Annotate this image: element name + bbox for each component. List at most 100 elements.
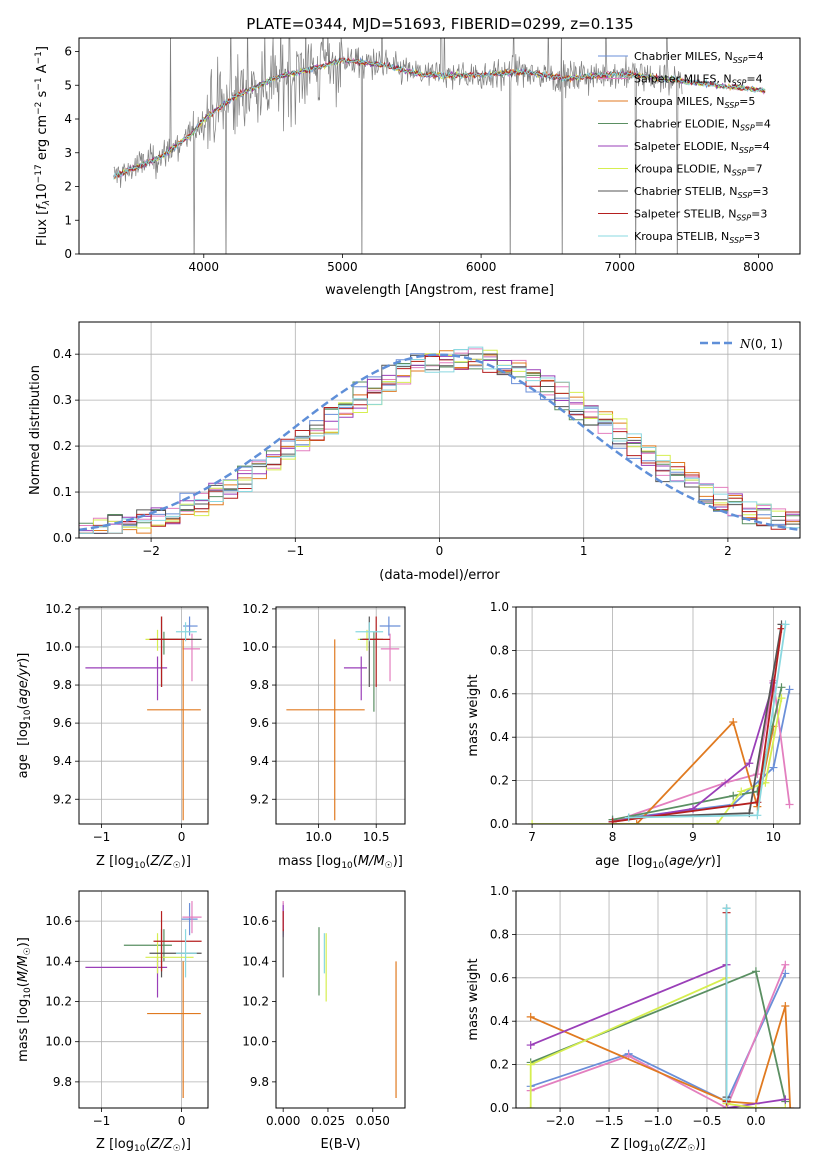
y-tick-label: 9.6 — [53, 716, 72, 730]
errorbar-point — [147, 961, 201, 1098]
weight-point-marker — [526, 1041, 535, 1050]
x-tick-label: −1.5 — [594, 1114, 623, 1128]
legend-label: Chabrier MILES, NSSP=4 — [634, 50, 764, 65]
y-tick-label: 9.8 — [250, 678, 269, 692]
weight-point-marker — [753, 770, 762, 779]
errorbar-point — [85, 957, 168, 998]
panel-spectrum: 4000 5000 6000 7000 8000 0 1 2 3 4 5 6 wavelength [A… — [34, 37, 801, 298]
y-tick-label: 10.2 — [45, 995, 72, 1009]
weight-series-line — [612, 682, 775, 823]
y-tick-label: 0.8 — [490, 643, 509, 657]
x-tick-label: 1 — [580, 544, 588, 558]
x-tick-label: −2.0 — [545, 1114, 574, 1128]
x-tick-label: 2 — [724, 544, 732, 558]
axes-frame — [275, 890, 406, 1109]
axes-frame — [78, 890, 209, 1109]
weight-series-line — [612, 689, 791, 821]
x-tick-label: 10.5 — [363, 830, 390, 844]
y-tick-label: 0.3 — [53, 393, 72, 407]
errorbar-point — [145, 629, 194, 651]
y-tick-label: 9.2 — [53, 792, 72, 806]
x-tick-label: 5000 — [327, 260, 358, 274]
y-tick-label: 10.4 — [242, 954, 269, 968]
x-tick-label: −1 — [286, 544, 304, 558]
plot-area — [528, 620, 794, 824]
y-tick-label: 10.4 — [45, 954, 72, 968]
legend-label: Kroupa MILES, NSSP=5 — [634, 95, 755, 110]
weight-point-marker — [753, 811, 762, 820]
x-tick-label: −0.5 — [692, 1114, 721, 1128]
legend: Chabrier MILES, NSSP=4 Salpeter MILES, NS… — [598, 50, 771, 245]
weight-point-marker — [751, 1104, 760, 1108]
y-tick-label: 9.2 — [250, 792, 269, 806]
x-axis-label: Z [log10(Z/Z☉)] — [611, 1137, 706, 1154]
y-tick-label: 10.0 — [242, 640, 269, 654]
y-tick-label: 0.1 — [53, 485, 72, 499]
x-axis-label: age [log10(age/yr)] — [595, 854, 721, 871]
y-tick-label: 3 — [64, 146, 72, 160]
y-axis-label: mass [log10(M/M☉)] — [16, 937, 33, 1062]
x-axis-label: mass [log10(M/M☉)] — [278, 854, 403, 871]
y-tick-label: 10.2 — [242, 995, 269, 1009]
plot-area — [79, 346, 800, 534]
y-tick-label: 9.8 — [250, 1075, 269, 1089]
x-tick-label: −1 — [93, 1114, 111, 1128]
x-tick-label: 10.0 — [305, 830, 332, 844]
y-tick-label: 10.6 — [242, 914, 269, 928]
x-tick-label: 10 — [766, 830, 781, 844]
y-tick-label: 0.0 — [490, 817, 509, 831]
y-axis-label: mass weight — [466, 958, 481, 1040]
x-tick-label: 9 — [689, 830, 697, 844]
y-tick-label: 0.2 — [490, 774, 509, 788]
weight-point-marker — [624, 813, 633, 822]
x-axis-label: E(B-V) — [320, 1137, 360, 1152]
x-tick-label: −1.0 — [643, 1114, 672, 1128]
weight-point-marker — [526, 1012, 535, 1021]
weight-point-marker — [729, 791, 738, 800]
weight-point-marker — [781, 620, 790, 629]
y-tick-label: 0.2 — [490, 1058, 509, 1072]
weight-point-marker — [777, 694, 786, 703]
plot-area — [286, 616, 401, 821]
x-tick-label: 0.025 — [311, 1114, 345, 1128]
y-tick-label: 5 — [64, 78, 72, 92]
x-tick-label: 0 — [178, 1114, 186, 1128]
weight-series-line — [612, 680, 791, 823]
x-tick-label: 0 — [178, 830, 186, 844]
normal-curve — [79, 353, 800, 532]
axes-frame — [515, 606, 801, 825]
weight-point-marker — [713, 820, 722, 824]
weight-point-marker — [528, 820, 537, 824]
y-axis-label: Flux [fλ10−17 erg cm−2 s−1 A−1] — [34, 46, 52, 246]
errorbar-point — [362, 616, 391, 687]
y-tick-label: 0.8 — [490, 927, 509, 941]
y-tick-label: 1 — [64, 213, 72, 227]
errorbar-point — [343, 656, 367, 701]
x-tick-label: 8 — [609, 830, 617, 844]
panel-age_vs_mass: 10.0 10.5 9.2 9.4 9.6 9.8 10.0 10.2 mass [log10(… — [242, 602, 406, 871]
errorbar-point — [85, 656, 168, 701]
y-axis-label: Normed distribution — [28, 365, 43, 495]
errorbar-point — [181, 903, 198, 936]
axes-frame — [78, 37, 801, 255]
y-axis-label: age [log10(age/yr)] — [16, 653, 33, 779]
plot-area — [113, 38, 766, 254]
weight-point-marker — [608, 817, 617, 824]
weight-point-marker — [526, 1060, 535, 1069]
errorbar-point — [379, 616, 401, 636]
legend-label: Kroupa ELODIE, NSSP=7 — [634, 163, 763, 178]
y-tick-label: 10.2 — [45, 602, 72, 616]
x-tick-label: 0 — [436, 544, 444, 558]
legend-label: Salpeter MILES, NSSP=4 — [634, 73, 763, 88]
panel-mass_vs_EBV: 0.000 0.025 0.050 9.8 10.0 10.2 10.4 10.6 E(B-V) — [242, 890, 406, 1152]
y-tick-label: 0.6 — [490, 971, 509, 985]
y-tick-label: 9.6 — [250, 716, 269, 730]
weight-point-marker — [751, 967, 760, 976]
legend-label: Salpeter STELIB, NSSP=3 — [634, 208, 767, 223]
errorbar-point — [153, 911, 202, 972]
axes-frame — [78, 606, 209, 825]
weight-point-marker — [786, 1104, 795, 1108]
x-tick-label: 0.050 — [356, 1114, 390, 1128]
